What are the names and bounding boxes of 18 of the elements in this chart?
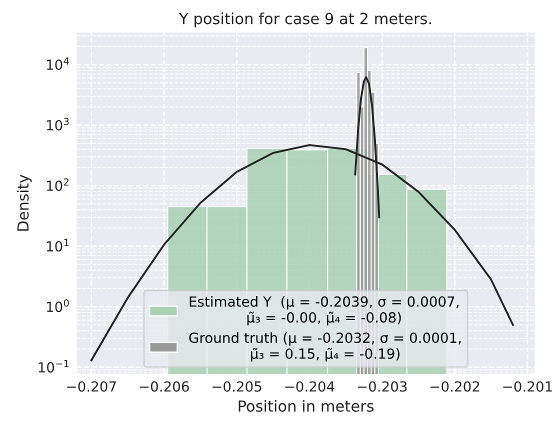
x-axis-title: Position in meters [238, 400, 374, 412]
x-tick-label: −0.201 [503, 381, 552, 392]
legend-label: Ground truth (μ = -0.2032, σ = 0.0001, μ̃₃ = 0.15, μ̃₄ = -0.19) [189, 332, 461, 362]
y-tick-label: 10$^{−1}$ [38, 360, 69, 373]
x-tick-label: −0.205 [212, 381, 262, 392]
y-tick-label: 10$^{1}$ [47, 238, 69, 252]
y-axis-title: Density [16, 174, 32, 231]
y-tick-label: 10$^{0}$ [47, 299, 69, 312]
chart-title: Y position for case 9 at 2 meters. [179, 12, 431, 28]
x-tick-label: −0.206 [140, 381, 189, 392]
y-tick-label: 10$^{3}$ [47, 118, 69, 130]
x-tick-label: −0.202 [430, 381, 480, 392]
x-tick-label: −0.207 [67, 381, 116, 392]
y-tick-label: 10$^{2}$ [47, 178, 68, 192]
x-tick-label: −0.203 [358, 381, 407, 392]
legend-label: Estimated Y (μ = -0.2039, σ = 0.0007, μ̃₃ = -0.00, μ̃₄ = -0.08) [190, 296, 458, 326]
x-tick-label: −0.204 [285, 381, 334, 392]
y-tick-label: 10$^{4}$ [47, 57, 69, 70]
